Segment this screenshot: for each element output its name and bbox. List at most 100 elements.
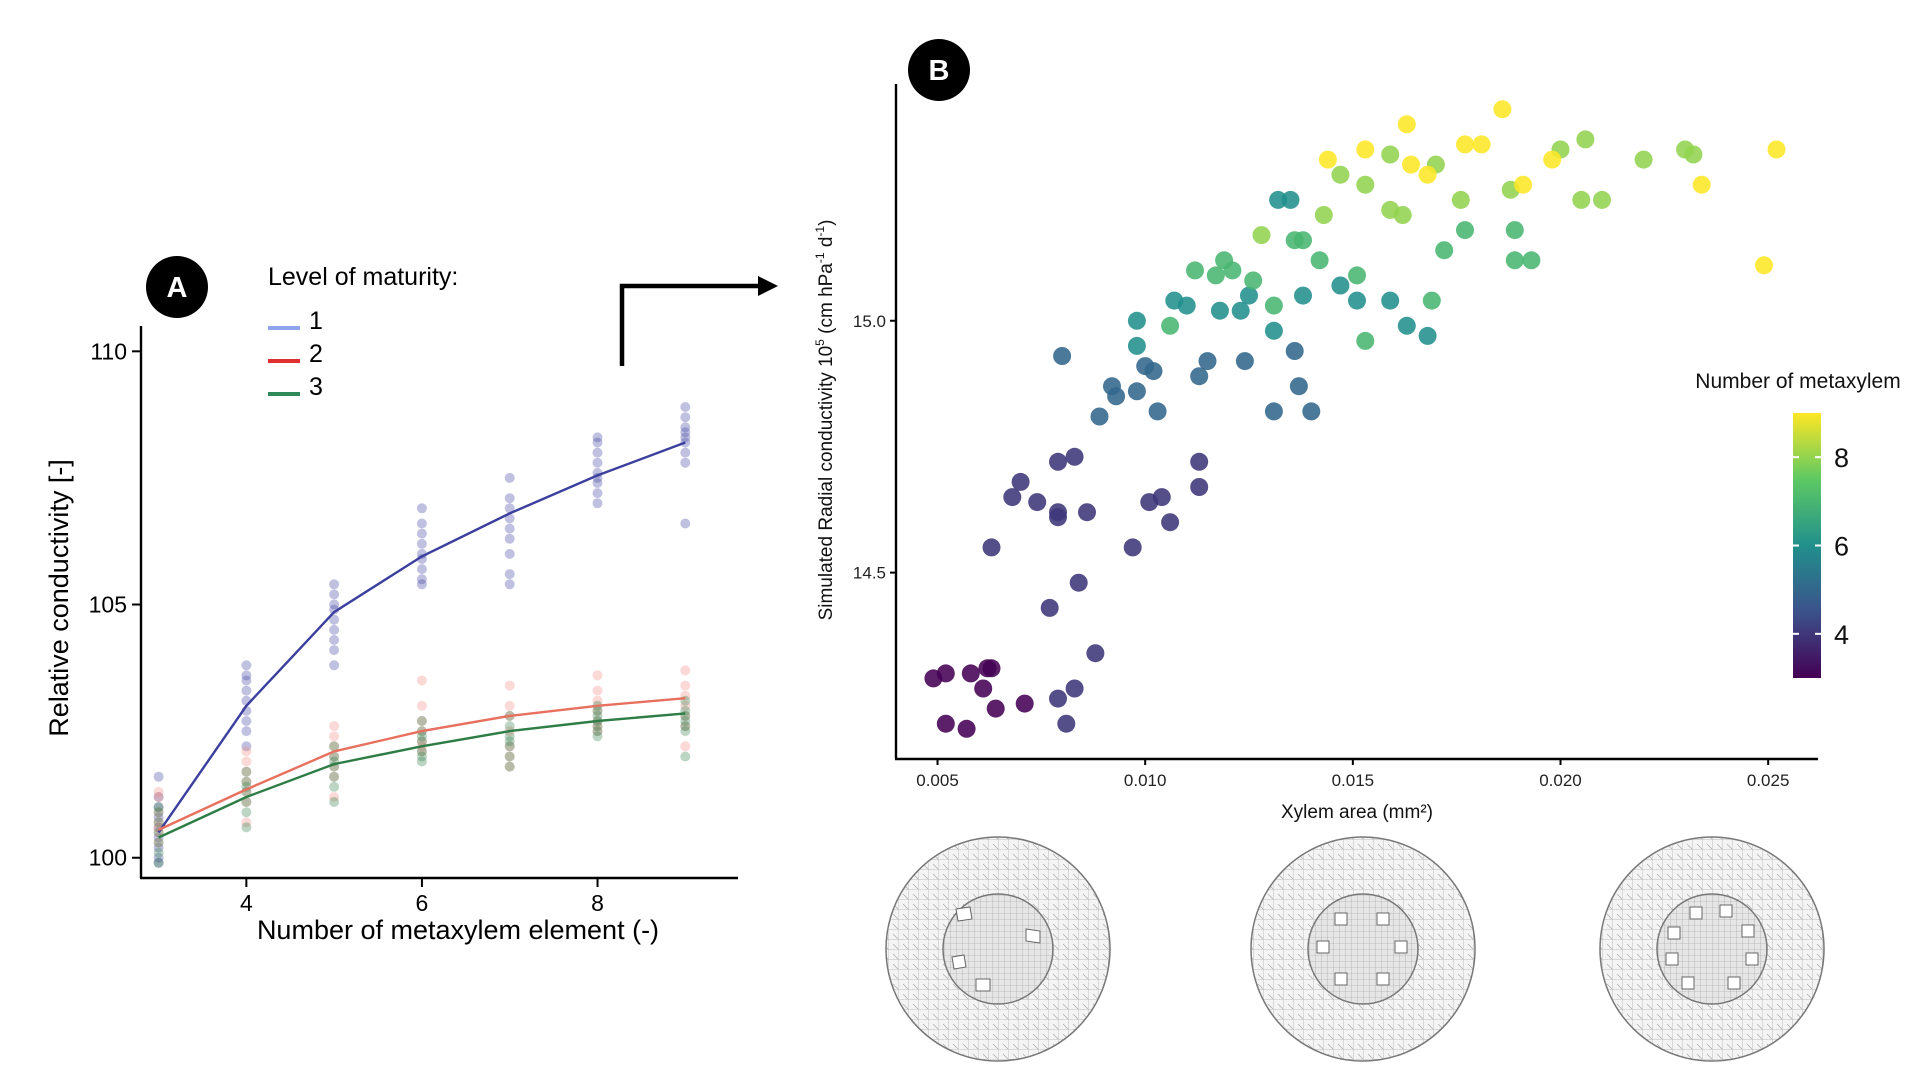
series-3-point — [416, 751, 427, 762]
connector-arrow — [619, 276, 778, 366]
series-1-point — [153, 857, 164, 868]
series-3-point — [592, 731, 603, 742]
scatter-point — [1572, 190, 1591, 209]
series-1-point — [241, 726, 252, 737]
scatter-point — [1634, 150, 1653, 169]
legend-label-2: 2 — [309, 340, 323, 368]
panel-b-y-axis-title: Simulated Radial conductivity 105 (cm hP… — [813, 220, 837, 621]
series-2-point — [504, 751, 515, 762]
series-2-point — [241, 776, 252, 787]
scatter-point — [1235, 352, 1254, 371]
series-1-point — [241, 670, 252, 681]
scatter-point — [1107, 387, 1126, 406]
scatter-point — [1190, 478, 1209, 496]
colorbar-tick-label: 8 — [1834, 443, 1849, 473]
scatter-point — [1240, 286, 1258, 305]
colorbar-tick-label: 4 — [1834, 620, 1849, 650]
scatter-point — [1148, 402, 1167, 421]
scatter-point — [1269, 190, 1288, 209]
scatter-point — [1505, 221, 1524, 240]
scatter-point — [1684, 145, 1703, 164]
series-3-point — [329, 741, 340, 752]
scatter-point — [1144, 362, 1163, 381]
metaxylem-vessel — [1025, 928, 1041, 944]
series-1-point — [592, 488, 603, 499]
series-2-point — [153, 817, 164, 828]
scatter-point — [936, 714, 955, 733]
series-2-point — [680, 680, 691, 691]
series-1-point — [504, 503, 515, 514]
series-1-point — [680, 447, 691, 458]
series-1-point — [592, 498, 603, 509]
cross-section-right — [1599, 836, 1825, 1062]
x-tick-label: 0.010 — [1124, 771, 1167, 790]
series-1-point — [329, 599, 340, 610]
series-3-point — [416, 731, 427, 742]
series-2-fit-line — [158, 697, 686, 831]
scatter-point — [1422, 291, 1441, 310]
panel-a-x-axis-title: Number of metaxylem element (-) — [257, 915, 659, 945]
metaxylem-vessel — [1376, 912, 1390, 926]
metaxylem-vessel — [1667, 926, 1681, 940]
series-1-point — [504, 523, 515, 534]
series-2-point — [329, 721, 340, 732]
series-3-point — [153, 857, 164, 868]
scatter-point — [1318, 150, 1337, 169]
scatter-point — [1049, 689, 1067, 708]
series-1-point — [241, 675, 252, 686]
series-3-point — [416, 746, 427, 757]
series-1-point — [241, 660, 252, 671]
series-2-point — [592, 695, 603, 706]
scatter-point — [1451, 190, 1470, 209]
series-3-point — [504, 751, 515, 762]
metaxylem-vessel — [1741, 924, 1755, 938]
scatter-point — [1356, 140, 1375, 159]
series-2-point — [241, 797, 252, 807]
series-3-point — [504, 721, 515, 732]
scatter-point — [1049, 452, 1067, 471]
scatter-point — [1767, 140, 1786, 159]
series-2-point — [416, 716, 427, 726]
panel-a-legend: Level of maturity: 1 2 3 — [268, 263, 458, 401]
ylabel-unit-start: (cm hPa — [816, 263, 837, 339]
series-1-point — [241, 741, 252, 752]
scatter-point — [1294, 231, 1312, 250]
legend-entry-1: 1 — [268, 307, 323, 335]
series-1-point — [329, 579, 340, 590]
series-2-point — [153, 792, 164, 802]
scatter-point — [1049, 508, 1067, 527]
scatter-point — [1692, 175, 1711, 194]
scatter-point — [1127, 336, 1146, 355]
scatter-point — [1472, 135, 1491, 154]
series-1-point — [416, 574, 427, 585]
series-2-point — [153, 837, 164, 848]
scatter-point — [1198, 352, 1217, 371]
scatter-point — [1186, 261, 1204, 280]
series-3-point — [329, 771, 340, 782]
scatter-point — [1418, 326, 1437, 345]
series-1-point — [680, 402, 691, 412]
series-2-point — [329, 771, 340, 782]
scatter-point — [1456, 135, 1474, 154]
series-2-point — [153, 807, 164, 818]
series-3-point — [241, 822, 252, 833]
scatter-point — [1310, 251, 1329, 270]
scatter-point — [1086, 644, 1105, 663]
scatter-point — [1348, 266, 1366, 285]
y-tick-label: 105 — [89, 592, 127, 618]
scatter-point — [936, 664, 955, 683]
scatter-point — [1543, 150, 1562, 169]
series-1-point — [329, 589, 340, 600]
series-1-point — [329, 645, 340, 656]
series-3-point — [241, 807, 252, 818]
metaxylem-vessel — [951, 954, 967, 970]
scatter-point — [1040, 598, 1059, 617]
series-2-point — [241, 756, 252, 767]
series-1-point — [592, 437, 603, 448]
scatter-point — [961, 664, 980, 683]
scatter-point — [1397, 115, 1416, 134]
scatter-point — [1210, 301, 1229, 320]
series-3-point — [416, 756, 427, 767]
series-1-point — [680, 518, 691, 529]
